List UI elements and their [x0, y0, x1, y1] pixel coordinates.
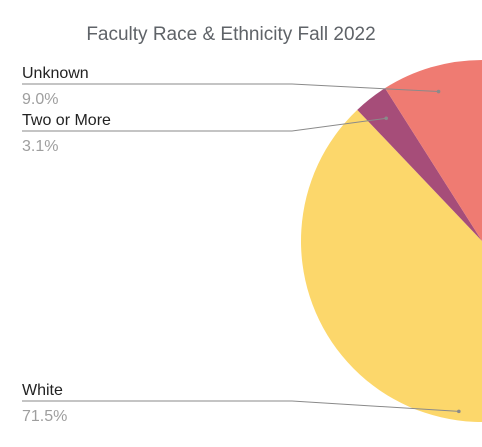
- slice-value-two-or-more: 3.1%: [22, 138, 58, 155]
- leader-dot-white: [457, 409, 461, 414]
- pie-slice-unknown: [385, 60, 482, 241]
- leader-line-unknown: [22, 83, 439, 93]
- pie-labels: White 71.5% Two or More 3.1% Unknown 9.0%: [22, 65, 461, 425]
- slice-value-white: 71.5%: [22, 408, 67, 425]
- leader-line-white: [22, 400, 459, 412]
- leader-dot-unknown: [436, 89, 441, 94]
- slice-value-unknown: 9.0%: [22, 91, 58, 108]
- pie-slice-white: [301, 109, 482, 422]
- leader-dot-two-or-more: [384, 116, 389, 121]
- pie-slice-two-or-more: [357, 88, 482, 242]
- slice-label-two-or-more: Two or More: [22, 112, 111, 129]
- chart-title: Faculty Race & Ethnicity Fall 2022: [86, 24, 375, 45]
- leader-line-two-or-more: [22, 117, 387, 132]
- slice-label-white: White: [22, 382, 63, 399]
- pie-slices: [301, 60, 482, 422]
- slice-label-unknown: Unknown: [22, 65, 89, 82]
